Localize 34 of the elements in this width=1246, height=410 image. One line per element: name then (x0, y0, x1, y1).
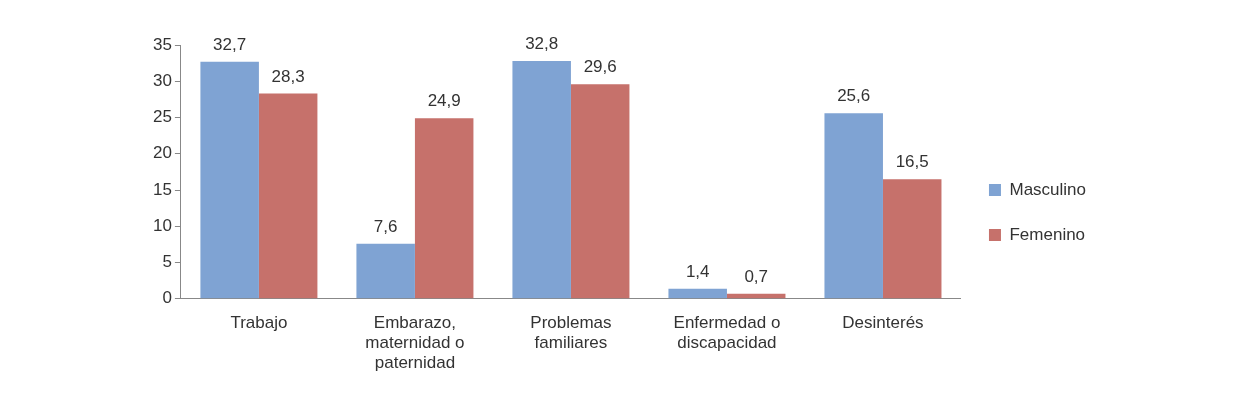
bar (570, 84, 630, 299)
bar (414, 118, 474, 299)
x-tick-label: Enfermedad o discapacidad (673, 312, 781, 353)
legend-label: Femenino (1009, 224, 1086, 244)
data-label: 32,7 (213, 34, 247, 54)
bar (882, 179, 942, 299)
data-label: 29,6 (583, 57, 617, 77)
data-label: 28,3 (271, 66, 305, 86)
x-tick-label: Trabajo (230, 312, 288, 332)
y-tick-label: 10 (152, 215, 172, 235)
bar (668, 288, 727, 299)
data-label: 24,9 (427, 91, 461, 111)
x-tick-label: Embarazo, maternidad o paternidad (365, 312, 465, 373)
bar (824, 113, 883, 299)
y-tick-label: 25 (152, 107, 172, 127)
y-tick-label: 20 (152, 143, 172, 163)
data-label: 25,6 (837, 86, 871, 106)
bar (200, 61, 259, 299)
data-label: 16,5 (895, 152, 929, 172)
bar (356, 243, 415, 299)
x-tick-label: Desinterés (842, 312, 924, 332)
data-label: 32,8 (525, 34, 559, 54)
bar (258, 93, 318, 299)
bar (512, 60, 571, 299)
y-tick-label: 35 (152, 34, 172, 54)
data-label: 7,6 (373, 216, 398, 236)
y-tick-label: 5 (162, 252, 172, 272)
data-label: 1,4 (685, 261, 710, 281)
x-tick-label: Problemas familiares (530, 312, 612, 353)
data-label: 0,7 (744, 266, 769, 286)
y-tick-label: 30 (152, 70, 172, 90)
legend-label: Masculino (1009, 179, 1087, 199)
y-tick-label: 15 (152, 179, 172, 199)
y-tick-label: 0 (162, 288, 172, 308)
